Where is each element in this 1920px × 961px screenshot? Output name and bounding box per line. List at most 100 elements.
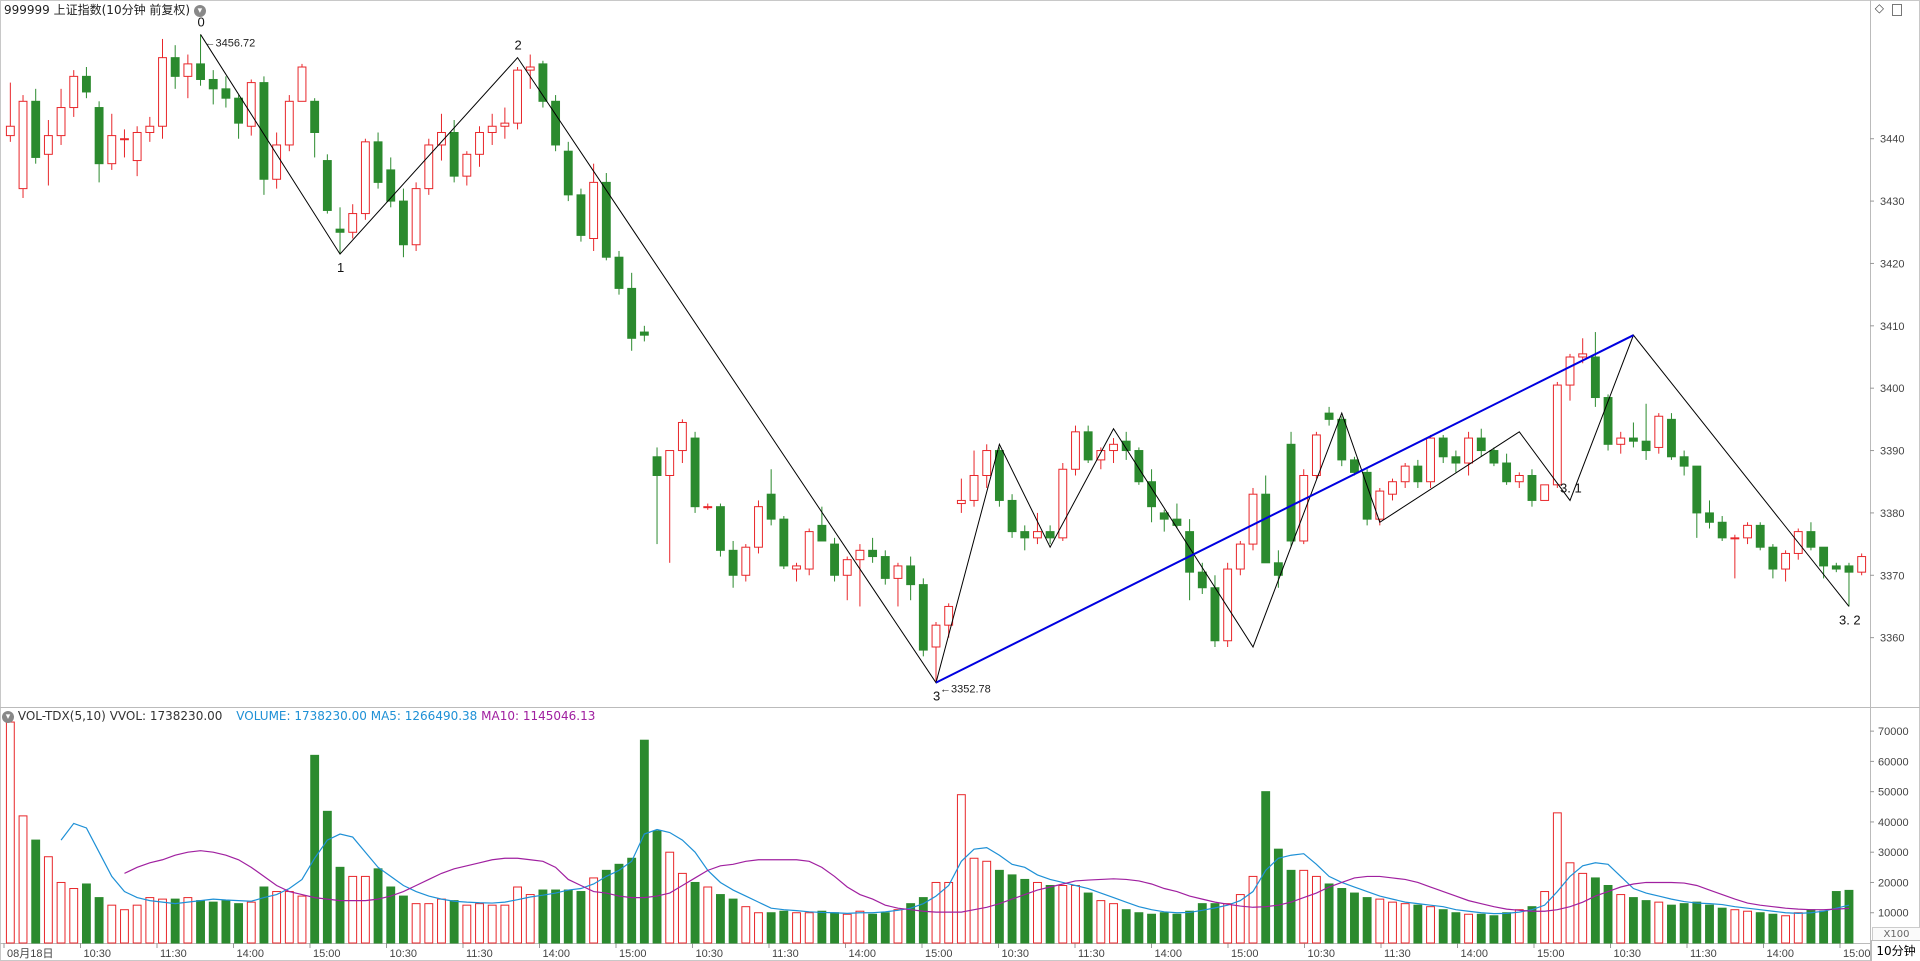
candle-body <box>56 107 66 137</box>
volume-bar <box>741 906 751 944</box>
volume-bar <box>538 889 548 944</box>
candle <box>944 603 954 638</box>
candle-body <box>132 131 142 162</box>
candle <box>1109 438 1118 464</box>
candle-body <box>208 78 218 90</box>
candle <box>1590 332 1600 407</box>
candle <box>1667 413 1676 460</box>
candle-body <box>779 518 789 567</box>
candle-body <box>1692 465 1702 514</box>
candle <box>1603 394 1613 451</box>
x-tick-label: 15:00 <box>619 948 647 960</box>
volume-bar <box>944 881 954 944</box>
volume-bar <box>513 886 522 944</box>
volume-bar <box>272 891 282 944</box>
candle <box>1210 575 1220 647</box>
volume-bar <box>1210 903 1220 944</box>
price-y-tick-label: 3380 <box>1880 508 1904 520</box>
pivot-label: 3. 1 <box>1560 480 1582 495</box>
volume-bar <box>411 903 421 944</box>
chevron-down-icon[interactable]: ▾ <box>193 4 206 17</box>
candle-body <box>246 82 256 127</box>
pivot-label: 3 <box>933 689 940 704</box>
zoom-label[interactable]: X100 <box>1872 927 1920 941</box>
volume-bar <box>817 910 827 944</box>
volume-bar <box>601 869 611 944</box>
candle <box>1857 553 1867 576</box>
diamond-icon[interactable]: ◇ <box>1874 1 1884 15</box>
volume-bar <box>627 857 637 944</box>
candle <box>1134 447 1144 485</box>
candle <box>893 562 903 607</box>
candle-body <box>1628 437 1638 442</box>
candle-body <box>754 506 763 548</box>
candle-body <box>665 450 675 476</box>
volume-bar <box>1755 912 1765 944</box>
candle <box>1628 422 1638 448</box>
volume-bar <box>1489 915 1499 944</box>
candle-body <box>1857 556 1867 573</box>
volume-bar <box>43 856 53 944</box>
candle <box>1730 534 1740 579</box>
price-y-tick-label: 3410 <box>1880 321 1904 333</box>
candle <box>779 516 789 570</box>
candle <box>931 622 941 683</box>
volume-y-tick-label: 50000 <box>1878 787 1909 799</box>
volume-bar <box>246 901 256 944</box>
period-button[interactable]: 10分钟 <box>1871 940 1920 961</box>
volume-bar <box>310 754 320 944</box>
candle-body <box>1261 493 1271 564</box>
volume-bar <box>1844 889 1854 944</box>
candle-body <box>1324 412 1334 420</box>
volume-bar <box>449 900 459 944</box>
candle-body <box>601 181 611 258</box>
candle-body <box>627 287 637 339</box>
candle <box>1388 478 1397 501</box>
candle <box>677 419 687 464</box>
volume-bar <box>1083 892 1093 944</box>
volume-bar <box>1717 907 1727 944</box>
candle <box>918 578 928 657</box>
volume-bar <box>1476 913 1486 944</box>
volume-y-tick-label: 10000 <box>1878 908 1909 920</box>
candle <box>1705 500 1714 529</box>
volume-bar <box>1743 910 1752 944</box>
candle-body <box>1527 474 1537 501</box>
candle <box>652 447 662 545</box>
volume-bar <box>1692 901 1702 944</box>
candle <box>310 98 320 158</box>
candle-body <box>639 331 649 336</box>
volume-bar <box>589 877 599 944</box>
x-tick-label: 10:30 <box>1614 948 1642 960</box>
volume-bar <box>868 913 878 944</box>
price-y-tick-label: 3430 <box>1880 196 1904 208</box>
candle <box>842 556 852 601</box>
volume-bar <box>690 881 700 944</box>
candle <box>120 129 129 158</box>
candle <box>1033 512 1042 545</box>
volume-bar <box>639 739 649 944</box>
candle-body <box>272 144 282 180</box>
x-tick-label: 10:30 <box>390 948 418 960</box>
candle <box>766 469 776 526</box>
volume-bar <box>893 909 903 944</box>
candle <box>1096 447 1106 470</box>
candle-body <box>1667 418 1676 458</box>
candle-body <box>1743 524 1752 539</box>
candle <box>1375 487 1385 526</box>
volume-bar <box>1781 915 1791 944</box>
candle-body <box>1096 450 1106 461</box>
panel-toggle-icon[interactable] <box>1892 4 1902 16</box>
candle <box>1578 338 1588 364</box>
candle-body <box>1033 531 1042 539</box>
volume-bar <box>437 898 446 944</box>
volume-bar <box>1058 884 1068 944</box>
candle-body <box>538 63 548 102</box>
price-y-tick-label: 3420 <box>1880 258 1904 270</box>
x-tick-label: 15:00 <box>925 948 953 960</box>
candle-body <box>1311 434 1321 476</box>
volume-bar <box>284 891 294 944</box>
ma10-line <box>124 850 1850 913</box>
chevron-down-icon[interactable]: ▾ <box>2 710 14 723</box>
candle-body <box>437 131 446 146</box>
